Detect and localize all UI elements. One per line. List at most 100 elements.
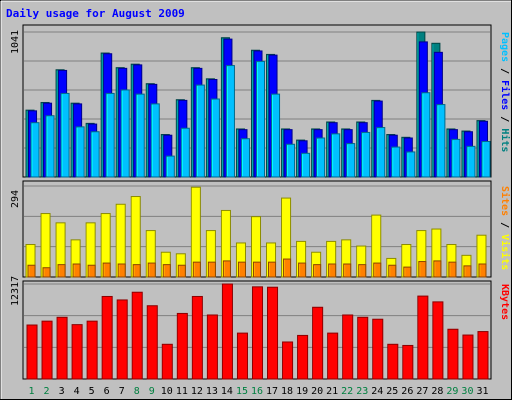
bar-sites-day-17 [268,261,277,278]
bar-sites-day-3 [57,264,66,278]
bar-kbytes-day-21 [327,332,339,380]
bar-sites-day-20 [313,264,322,278]
bar-sites-day-7 [117,263,126,278]
x-label-day-10: 10 [161,386,173,397]
panel-bottom-legend: KBytes [499,284,510,320]
x-label-day-23: 23 [356,386,368,397]
bar-pages-day-4 [75,126,85,178]
bar-pages-day-15 [240,138,250,178]
x-label-day-30: 30 [461,386,473,397]
bar-pages-day-25 [391,146,401,178]
bar-kbytes-day-4 [71,324,83,380]
bar-kbytes-day-12 [191,295,203,380]
bar-kbytes-day-24 [372,318,384,380]
x-label-day-26: 26 [401,386,413,397]
bar-pages-day-11 [180,127,190,178]
legend-separator: / [499,216,510,234]
bar-kbytes-day-8 [131,291,143,380]
x-label-day-15: 15 [236,386,248,397]
bar-kbytes-day-20 [312,306,324,380]
x-label-day-27: 27 [416,386,428,397]
bar-sites-day-11 [177,264,186,278]
bar-pages-day-24 [376,127,386,178]
x-label-day-21: 21 [326,386,338,397]
bar-kbytes-day-22 [342,314,354,380]
legend-entry-visits: Visits [499,234,511,270]
bar-kbytes-day-9 [146,305,158,380]
x-axis-day-labels: 1 2 3 4 5 6 7 8 9 10 11 12 13 14 15 16 17 18 19 20 21 22 23 24 2… [29,386,489,397]
x-label-day-13: 13 [206,386,218,397]
bar-sites-day-19 [298,262,307,278]
x-label-day-9: 9 [149,386,155,397]
bar-kbytes-day-1 [26,324,38,380]
chart-panels: 1041 Pages / Files / Hits 294 Sites / Visit… [10,24,511,380]
legend-entry-pages: Pages [499,32,510,62]
bar-kbytes-day-13 [206,314,218,380]
x-label-day-28: 28 [431,386,443,397]
bar-pages-day-3 [60,92,70,178]
bar-pages-day-12 [195,84,205,178]
bar-pages-day-9 [150,103,160,178]
bar-pages-day-20 [316,137,326,178]
x-label-day-24: 24 [371,386,383,397]
bar-sites-day-22 [343,263,352,278]
legend-entry-hits: Hits [499,128,511,152]
bar-pages-day-30 [466,145,476,178]
bar-kbytes-day-7 [116,299,128,380]
bar-kbytes-day-16 [251,286,264,380]
x-label-day-1: 1 [29,386,35,397]
panel-middle-legend: Sites / Visits [499,186,511,270]
bar-sites-day-18 [283,258,292,278]
x-label-day-31: 31 [476,386,488,397]
x-label-day-8: 8 [134,386,140,397]
panel-top-legend: Pages / Files / Hits [499,32,511,152]
x-label-day-6: 6 [104,386,110,397]
legend-entry-kbytes: KBytes [499,284,510,320]
x-label-day-25: 25 [386,386,398,397]
bar-kbytes-day-23 [357,316,369,380]
bar-pages-day-16 [255,60,266,178]
bar-sites-day-25 [388,264,397,278]
bar-sites-day-15 [237,261,246,278]
bar-sites-day-13 [207,261,216,278]
bar-pages-day-31 [481,140,491,178]
bar-kbytes-day-3 [56,316,68,380]
x-label-day-3: 3 [59,386,65,397]
panel-bottom-ymax-label: 12317 [10,276,21,306]
x-label-day-4: 4 [74,386,80,397]
legend-entry-sites: Sites [499,186,511,216]
bar-sites-day-28 [433,260,442,278]
bar-pages-day-14 [225,65,235,178]
bar-kbytes-day-17 [267,286,279,380]
bar-sites-day-6 [102,262,111,278]
bar-pages-day-23 [361,131,371,178]
panel-middle: 294 Sites / Visits [10,180,511,278]
bar-sites-day-31 [478,263,487,278]
bar-sites-day-30 [463,265,472,278]
bar-kbytes-day-27 [417,295,429,380]
bar-pages-day-8 [135,93,145,178]
bar-sites-day-10 [162,264,171,278]
legend-entry-files: Files [499,80,511,110]
bar-sites-day-27 [418,261,427,278]
bar-kbytes-day-15 [236,332,248,380]
bar-kbytes-day-6 [101,295,113,380]
bar-pages-day-2 [45,115,55,178]
x-label-day-11: 11 [176,386,188,397]
bar-sites-day-12 [192,261,201,278]
bar-pages-day-26 [406,151,416,178]
bar-kbytes-day-25 [387,343,399,380]
x-label-day-20: 20 [311,386,323,397]
bar-kbytes-day-5 [86,320,98,380]
bar-sites-day-21 [328,263,337,278]
bar-sites-day-8 [132,264,141,278]
chart-title: Daily usage for August 2009 [6,7,185,20]
bar-pages-day-18 [286,143,296,178]
panel-middle-ymax-label: 294 [10,190,21,208]
bar-pages-day-19 [301,152,311,178]
bar-sites-day-1 [27,264,36,278]
panel-top-ymax-label: 1041 [10,30,21,54]
bar-kbytes-day-28 [432,301,444,380]
x-label-day-17: 17 [266,386,278,397]
